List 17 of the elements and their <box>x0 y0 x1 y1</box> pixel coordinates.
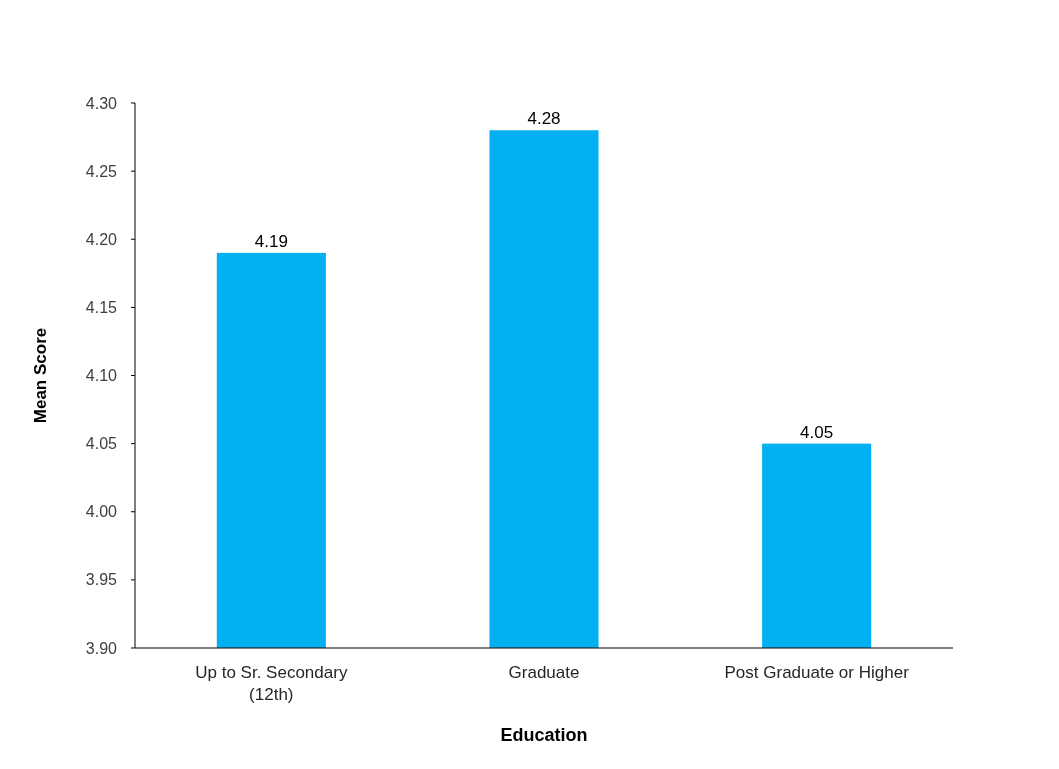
x-tick-label: Post Graduate or Higher <box>724 663 910 682</box>
y-tick-label: 4.30 <box>85 94 118 112</box>
y-tick-label: 3.90 <box>85 639 118 657</box>
x-tick-label: Up to Sr. Secondary (12th) <box>195 663 348 704</box>
y-tick-label: 4.00 <box>85 503 118 521</box>
y-tick-label: 4.20 <box>85 230 118 248</box>
y-tick-label: 4.10 <box>85 367 118 385</box>
data-label: 4.28 <box>527 109 561 129</box>
data-label: 4.19 <box>254 231 288 251</box>
y-tick-label: 4.25 <box>85 162 118 180</box>
y-tick-label: 3.95 <box>85 571 118 589</box>
y-axis-title: Mean Score <box>31 327 50 424</box>
y-tick-label: 4.05 <box>85 435 118 453</box>
x-axis-title: Education <box>500 725 588 745</box>
data-label: 4.05 <box>800 422 834 442</box>
y-tick-label: 4.15 <box>85 298 118 316</box>
x-tick-label: Graduate <box>508 663 580 682</box>
